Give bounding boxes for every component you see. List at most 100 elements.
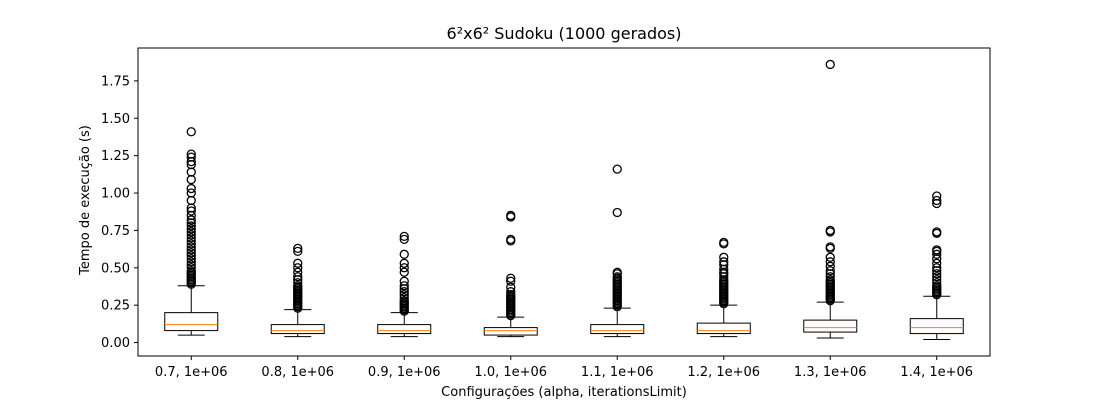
x-tick-label: 0.7, 1e+06 — [155, 365, 228, 380]
outlier-point — [186, 224, 196, 234]
outlier-point — [293, 267, 303, 277]
outlier-point — [399, 267, 409, 277]
outlier-point — [932, 278, 942, 288]
outlier-point — [186, 227, 196, 237]
outlier-point — [825, 59, 835, 70]
outlier-point — [399, 276, 409, 286]
y-tick-label: 0.25 — [101, 299, 130, 314]
outlier-point — [293, 272, 303, 282]
outlier-point — [825, 242, 835, 252]
outlier-point — [186, 245, 196, 255]
outlier-point — [399, 258, 409, 268]
outlier-point — [186, 242, 196, 252]
outlier-point — [186, 248, 196, 258]
x-tick-label: 1.2, 1e+06 — [687, 365, 760, 380]
iqr-box — [270, 324, 325, 335]
outlier-point — [186, 230, 196, 240]
outlier-point — [932, 191, 942, 201]
outlier-point — [186, 149, 196, 159]
outlier-point — [399, 234, 409, 245]
outlier-point — [293, 281, 303, 291]
outlier-point — [186, 127, 196, 137]
outlier-point — [932, 269, 942, 279]
outlier-point — [186, 239, 196, 249]
outlier-point — [612, 207, 622, 218]
outlier-point — [612, 267, 622, 277]
outlier-point — [506, 210, 516, 221]
iqr-box — [377, 324, 432, 335]
outlier-point — [186, 152, 196, 162]
outlier-point — [825, 275, 835, 285]
outlier-point — [825, 225, 835, 236]
outlier-point — [932, 249, 942, 259]
x-axis-label: Configurações (alpha, iterationsLimit) — [441, 385, 687, 400]
plot-area: 0.00 0.25 0.50 0.75 1.00 1.25 1.50 1.75 0.7, 1e+… — [101, 47, 991, 380]
outlier-point — [186, 260, 196, 270]
outlier-point — [825, 252, 835, 262]
y-tick-label: 1.50 — [101, 112, 130, 127]
axes-frame — [137, 47, 991, 357]
outlier-point — [186, 188, 196, 198]
iqr-box — [909, 318, 964, 335]
y-tick-label: 1.25 — [101, 149, 130, 164]
outlier-point — [932, 245, 942, 255]
outlier-point — [186, 236, 196, 246]
x-tick-label: 0.9, 1e+06 — [368, 365, 441, 380]
outlier-point — [719, 252, 729, 262]
outlier-point — [612, 164, 622, 174]
outlier-point — [186, 195, 196, 206]
x-tick-label: 0.8, 1e+06 — [261, 365, 334, 380]
outlier-point — [186, 233, 196, 243]
iqr-box — [590, 324, 645, 335]
x-tick-label: 1.4, 1e+06 — [900, 365, 973, 380]
chart-title: 6²x6² Sudoku (1000 gerados) — [447, 24, 682, 43]
outlier-point — [506, 287, 516, 297]
outlier-point — [612, 272, 622, 282]
iqr-box — [696, 322, 751, 335]
outlier-point — [932, 281, 942, 291]
x-tick-label: 1.1, 1e+06 — [581, 365, 654, 380]
outlier-point — [186, 257, 196, 267]
y-tick-label: 1.75 — [101, 74, 130, 89]
outlier-point — [506, 273, 516, 283]
outlier-point — [399, 249, 409, 259]
outlier-point — [932, 272, 942, 282]
outlier-point — [399, 263, 409, 273]
outlier-point — [186, 215, 196, 225]
iqr-box — [803, 319, 858, 333]
x-tick-label: 1.3, 1e+06 — [794, 365, 867, 380]
outlier-point — [186, 263, 196, 273]
outlier-point — [186, 167, 196, 177]
y-tick-label: 1.00 — [101, 187, 130, 202]
outlier-point — [186, 174, 196, 185]
iqr-box — [483, 327, 538, 336]
outlier-point — [293, 246, 303, 256]
outlier-point — [186, 206, 196, 216]
outlier-point — [932, 275, 942, 285]
outlier-point — [932, 195, 942, 206]
outlier-point — [186, 254, 196, 264]
outlier-point — [932, 227, 942, 237]
y-tick-label: 0.75 — [101, 224, 130, 239]
outlier-point — [293, 278, 303, 288]
outlier-point — [399, 290, 409, 300]
outlier-point — [506, 234, 516, 245]
outlier-point — [719, 237, 729, 248]
y-tick-label: 0.00 — [101, 336, 130, 351]
outlier-point — [399, 231, 409, 242]
outlier-point — [399, 293, 409, 303]
outlier-point — [825, 266, 835, 276]
outlier-point — [825, 257, 835, 267]
y-tick-label: 0.50 — [101, 261, 130, 276]
outlier-point — [825, 261, 835, 271]
x-tick-label: 1.0, 1e+06 — [474, 365, 547, 380]
outlier-point — [719, 257, 729, 267]
outlier-point — [186, 221, 196, 231]
outlier-point — [186, 251, 196, 261]
outlier-point — [293, 258, 303, 268]
outlier-point — [399, 281, 409, 291]
outlier-point — [293, 263, 303, 273]
y-axis-label: Tempo de execução (s) — [78, 125, 93, 276]
iqr-box — [164, 312, 219, 332]
